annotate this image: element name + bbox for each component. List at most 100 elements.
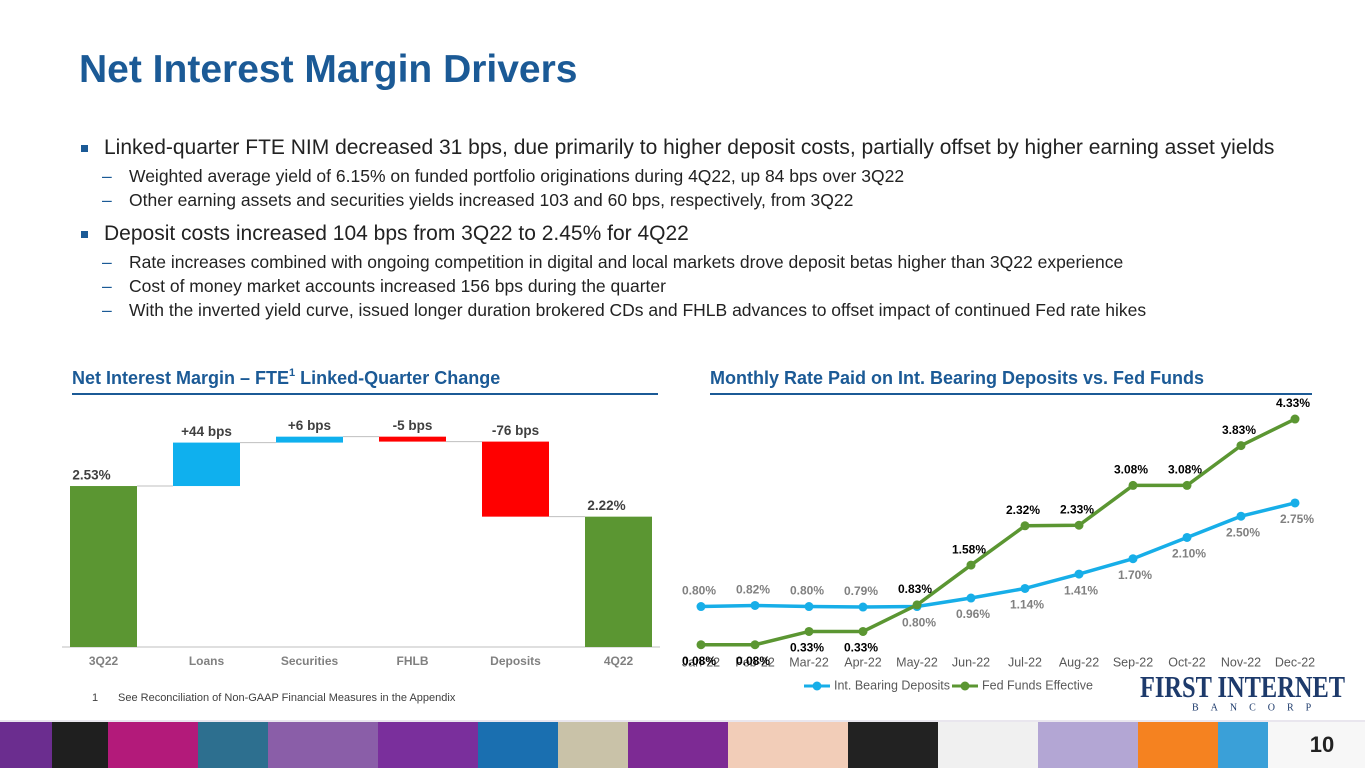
x-tick-label: May-22 xyxy=(896,655,938,669)
value-label: -76 bps xyxy=(492,423,539,438)
point xyxy=(804,602,814,612)
x-tick-label: Mar-22 xyxy=(789,655,829,669)
x-tick-label: Apr-22 xyxy=(844,655,882,669)
point xyxy=(858,626,868,636)
title-part: Net Interest Margin – FTE xyxy=(72,368,289,388)
point xyxy=(750,640,760,650)
point xyxy=(912,600,922,610)
footnote: See Reconciliation of Non-GAAP Financial… xyxy=(118,692,456,704)
value-label: 2.75% xyxy=(1280,512,1314,526)
tile xyxy=(1138,722,1218,768)
tile xyxy=(558,722,628,768)
value-label: 0.08% xyxy=(736,654,770,668)
x-tick-label: Jun-22 xyxy=(952,655,990,669)
point xyxy=(1290,414,1300,424)
tile xyxy=(0,722,52,768)
value-label: 2.33% xyxy=(1060,502,1094,516)
x-tick-label: Jan-22 xyxy=(682,655,720,669)
x-tick-label: Jul-22 xyxy=(1008,655,1042,669)
bar xyxy=(173,442,240,487)
x-tick-label: Deposits xyxy=(490,654,541,668)
decor-strip xyxy=(0,720,1365,768)
point xyxy=(1128,554,1138,564)
point xyxy=(1074,569,1084,579)
logo-sub: BANCORP xyxy=(1192,702,1323,713)
bullet-group: Deposit costs increased 104 bps from 3Q2… xyxy=(79,222,1329,322)
value-label: 2.10% xyxy=(1172,547,1206,561)
chart-title: Net Interest Margin – FTE1 Linked-Quarte… xyxy=(72,367,500,388)
x-tick-label: Nov-22 xyxy=(1221,655,1261,669)
tile xyxy=(628,722,728,768)
value-label: 3.83% xyxy=(1222,423,1256,437)
point xyxy=(1182,532,1192,542)
point xyxy=(750,600,760,610)
tile xyxy=(728,722,848,768)
title-superscript: 1 xyxy=(289,367,295,379)
logo-name: FIRST INTERNET xyxy=(1140,669,1345,704)
bar xyxy=(70,486,137,647)
point xyxy=(966,560,976,570)
point xyxy=(804,626,814,636)
point xyxy=(858,602,868,612)
tile xyxy=(1218,722,1268,768)
value-label: 0.33% xyxy=(844,641,878,655)
point xyxy=(1236,511,1246,521)
x-tick-label: FHLB xyxy=(397,654,429,668)
legend-swatch xyxy=(812,681,822,691)
tile xyxy=(108,722,198,768)
bar xyxy=(276,436,343,443)
point xyxy=(1128,480,1138,490)
point xyxy=(1020,583,1030,593)
sub-bullet: Other earning assets and securities yiel… xyxy=(79,188,1329,212)
tile xyxy=(938,722,1038,768)
x-tick-label: Loans xyxy=(189,654,225,668)
footnote-number: 1 xyxy=(92,692,98,704)
tile xyxy=(478,722,558,768)
value-label: 1.14% xyxy=(1010,598,1044,612)
value-label: 0.79% xyxy=(844,584,878,598)
bar xyxy=(379,436,446,442)
value-label: +44 bps xyxy=(181,424,232,439)
point xyxy=(696,602,706,612)
bar xyxy=(482,441,549,517)
page-number: 10 xyxy=(1310,732,1334,757)
point xyxy=(696,640,706,650)
value-label: 1.58% xyxy=(952,542,986,556)
value-label: 2.53% xyxy=(72,468,110,483)
legend-label: Int. Bearing Deposits xyxy=(834,678,950,692)
x-tick-label: Securities xyxy=(281,654,339,668)
x-tick-label: Oct-22 xyxy=(1168,655,1206,669)
legend-swatch xyxy=(960,681,970,691)
point xyxy=(1182,480,1192,490)
value-label: 4.33% xyxy=(1276,396,1310,410)
value-label: 2.32% xyxy=(1006,503,1040,517)
value-label: 0.33% xyxy=(790,641,824,655)
point xyxy=(1020,521,1030,531)
chart-title: Monthly Rate Paid on Int. Bearing Deposi… xyxy=(710,368,1204,388)
bullet-list: Linked-quarter FTE NIM decreased 31 bps,… xyxy=(79,136,1329,332)
value-label: 3.08% xyxy=(1168,463,1202,477)
value-label: 1.41% xyxy=(1064,583,1098,597)
point xyxy=(1236,441,1246,451)
value-label: 0.80% xyxy=(790,584,824,598)
x-tick-label: 3Q22 xyxy=(89,654,119,668)
legend-label: Fed Funds Effective xyxy=(982,678,1093,692)
bullet: Linked-quarter FTE NIM decreased 31 bps,… xyxy=(79,136,1329,160)
value-label: 0.08% xyxy=(682,654,716,668)
sub-bullet: Cost of money market accounts increased … xyxy=(79,274,1329,298)
tile xyxy=(1268,722,1365,768)
x-tick-label: Feb-22 xyxy=(735,655,775,669)
value-label: 2.22% xyxy=(587,498,625,513)
value-label: +6 bps xyxy=(288,418,331,433)
point xyxy=(966,593,976,603)
tile xyxy=(52,722,108,768)
value-label: 1.70% xyxy=(1118,568,1152,582)
x-tick-label: Aug-22 xyxy=(1059,655,1099,669)
series-line xyxy=(701,417,1296,647)
x-tick-label: Dec-22 xyxy=(1275,655,1315,669)
value-label: 0.96% xyxy=(956,607,990,621)
x-tick-label: 4Q22 xyxy=(604,654,634,668)
tile xyxy=(198,722,268,768)
